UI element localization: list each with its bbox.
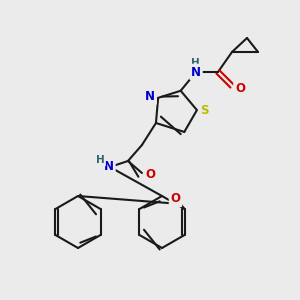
Text: H: H (96, 155, 104, 165)
Text: N: N (145, 90, 155, 104)
Text: N: N (104, 160, 114, 172)
Text: S: S (200, 103, 208, 117)
Text: H: H (190, 58, 200, 68)
Text: N: N (191, 65, 201, 79)
Text: O: O (235, 82, 245, 94)
Text: O: O (170, 193, 181, 206)
Text: O: O (145, 167, 155, 181)
